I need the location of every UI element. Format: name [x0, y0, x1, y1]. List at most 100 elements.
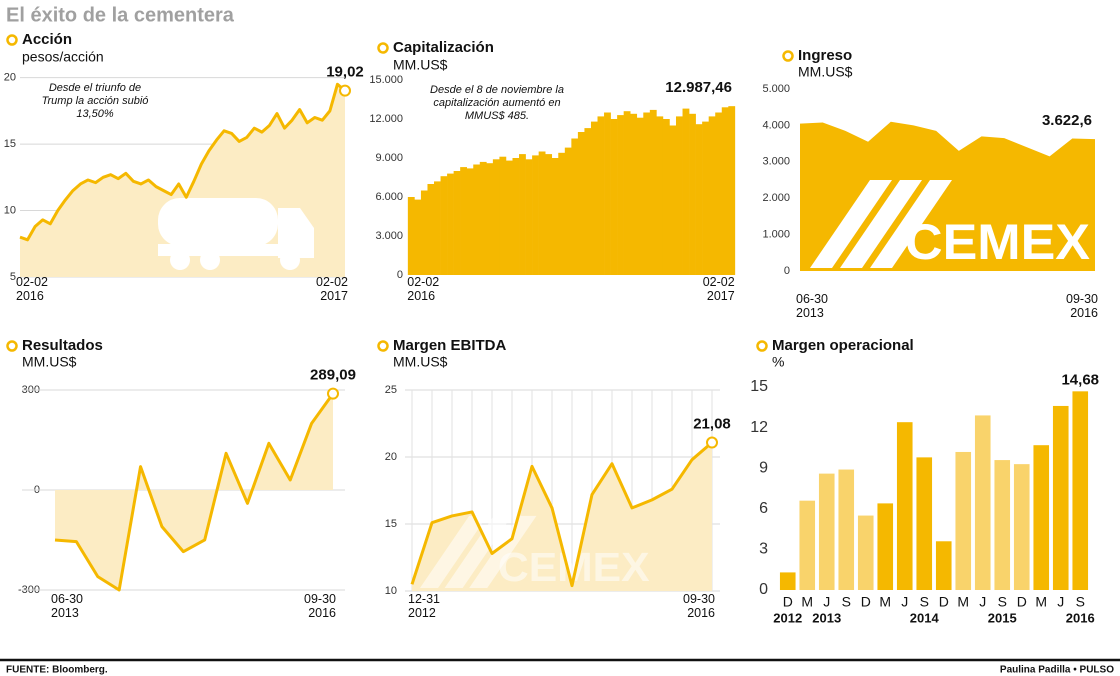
chart-title: Ingreso	[798, 47, 852, 64]
bar	[460, 167, 468, 275]
bar	[486, 163, 494, 275]
bar	[708, 116, 716, 276]
x-tick-label: J	[901, 594, 908, 610]
bar	[702, 121, 709, 275]
y-tick-label: 3.000	[375, 230, 403, 242]
logo-slash	[444, 515, 512, 588]
y-tick-label: 20	[385, 451, 397, 463]
y-tick-label: 0	[784, 265, 790, 277]
title-bullet	[782, 50, 794, 62]
line	[410, 441, 713, 588]
bar	[669, 125, 677, 275]
bar	[505, 160, 513, 275]
x-tick-label: M	[1035, 594, 1047, 610]
bar	[695, 124, 703, 275]
chart-panel: Margen EBITDAMM.US$10152025CEMEX21,0812-…	[377, 337, 731, 620]
y-tick-label: 1.000	[762, 229, 790, 241]
x-tick-label: M	[879, 594, 891, 610]
value-label: 21,08	[693, 415, 731, 432]
bar	[728, 106, 736, 275]
x-tick-label: S	[998, 594, 1007, 610]
bar	[590, 121, 598, 275]
truck-tank	[158, 198, 278, 246]
y-tick-label: 5	[10, 271, 16, 283]
bar	[479, 161, 487, 275]
year-label: 2014	[910, 610, 940, 625]
y-tick-label: 10	[4, 204, 16, 216]
x-tick-label: 06-30 2013	[51, 592, 83, 620]
bar	[558, 152, 566, 275]
logo-slash	[420, 515, 488, 588]
year-label: 2012	[773, 610, 802, 625]
chart-title: Capitalización	[393, 39, 494, 56]
bar	[1013, 464, 1030, 590]
chart-title: Acción	[22, 31, 72, 48]
bar	[407, 197, 415, 275]
annotation: capitalización aumentó en	[433, 97, 560, 109]
area-fill	[55, 393, 333, 590]
bar	[545, 154, 553, 275]
x-tick-label: J	[1057, 594, 1064, 610]
x-tick-label: J	[823, 594, 830, 610]
bar	[577, 132, 585, 275]
x-tick-label: 02-02 2016	[407, 275, 439, 303]
x-tick-label: D	[939, 594, 949, 610]
y-tick-label: 6.000	[375, 191, 403, 203]
bar	[564, 147, 572, 275]
y-tick-label: 3.000	[762, 156, 790, 168]
title-bullet	[6, 340, 18, 352]
value-label: 289,09	[310, 367, 356, 384]
bar	[818, 473, 835, 590]
chart-subtitle: MM.US$	[798, 64, 853, 80]
bar	[473, 164, 481, 275]
bar	[1072, 391, 1089, 590]
line	[19, 82, 346, 242]
y-tick-label: 6	[759, 500, 768, 517]
end-marker	[327, 387, 339, 400]
bar	[838, 469, 855, 590]
bar	[1052, 405, 1069, 590]
chart-subtitle: %	[772, 354, 784, 370]
bar	[532, 155, 539, 275]
credit: Paulina Padilla • PULSO	[1000, 665, 1114, 676]
x-tick-label: S	[1076, 594, 1085, 610]
annotation: 13,50%	[76, 108, 114, 120]
chart-subtitle: MM.US$	[22, 354, 77, 370]
y-tick-label: 0	[397, 269, 403, 281]
bar	[636, 117, 644, 275]
bar	[857, 515, 874, 590]
end-marker	[339, 84, 351, 97]
y-tick-label: 12	[750, 419, 768, 436]
area-fill	[412, 442, 712, 591]
source: FUENTE: Bloomberg.	[6, 665, 108, 676]
bar	[682, 108, 690, 275]
y-tick-label: 15	[385, 518, 397, 530]
chart-title: Resultados	[22, 337, 103, 354]
x-tick-label: J	[979, 594, 986, 610]
bar	[916, 457, 933, 590]
year-label: 2013	[812, 610, 841, 625]
bar	[604, 112, 611, 275]
annotation: Desde el triunfo de	[49, 82, 141, 94]
y-tick-label: 20	[4, 72, 16, 84]
bar	[955, 451, 972, 590]
bar	[427, 184, 435, 275]
y-tick-label: 12.000	[369, 113, 403, 125]
x-tick-label: D	[783, 594, 793, 610]
y-tick-label: 10	[385, 585, 397, 597]
x-tick-label: D	[861, 594, 871, 610]
bar	[630, 113, 638, 275]
year-label: 2015	[988, 610, 1017, 625]
x-tick-label: M	[801, 594, 813, 610]
bar	[551, 158, 559, 275]
bar	[649, 109, 657, 276]
bar	[492, 159, 500, 275]
x-tick-label: 12-31 2012	[408, 592, 440, 620]
annotation: Trump la acción subió	[42, 95, 149, 107]
bar	[715, 112, 723, 275]
x-tick-label: 02-02 2017	[316, 275, 348, 303]
y-tick-label: 15.000	[369, 74, 403, 86]
bar	[447, 173, 454, 275]
